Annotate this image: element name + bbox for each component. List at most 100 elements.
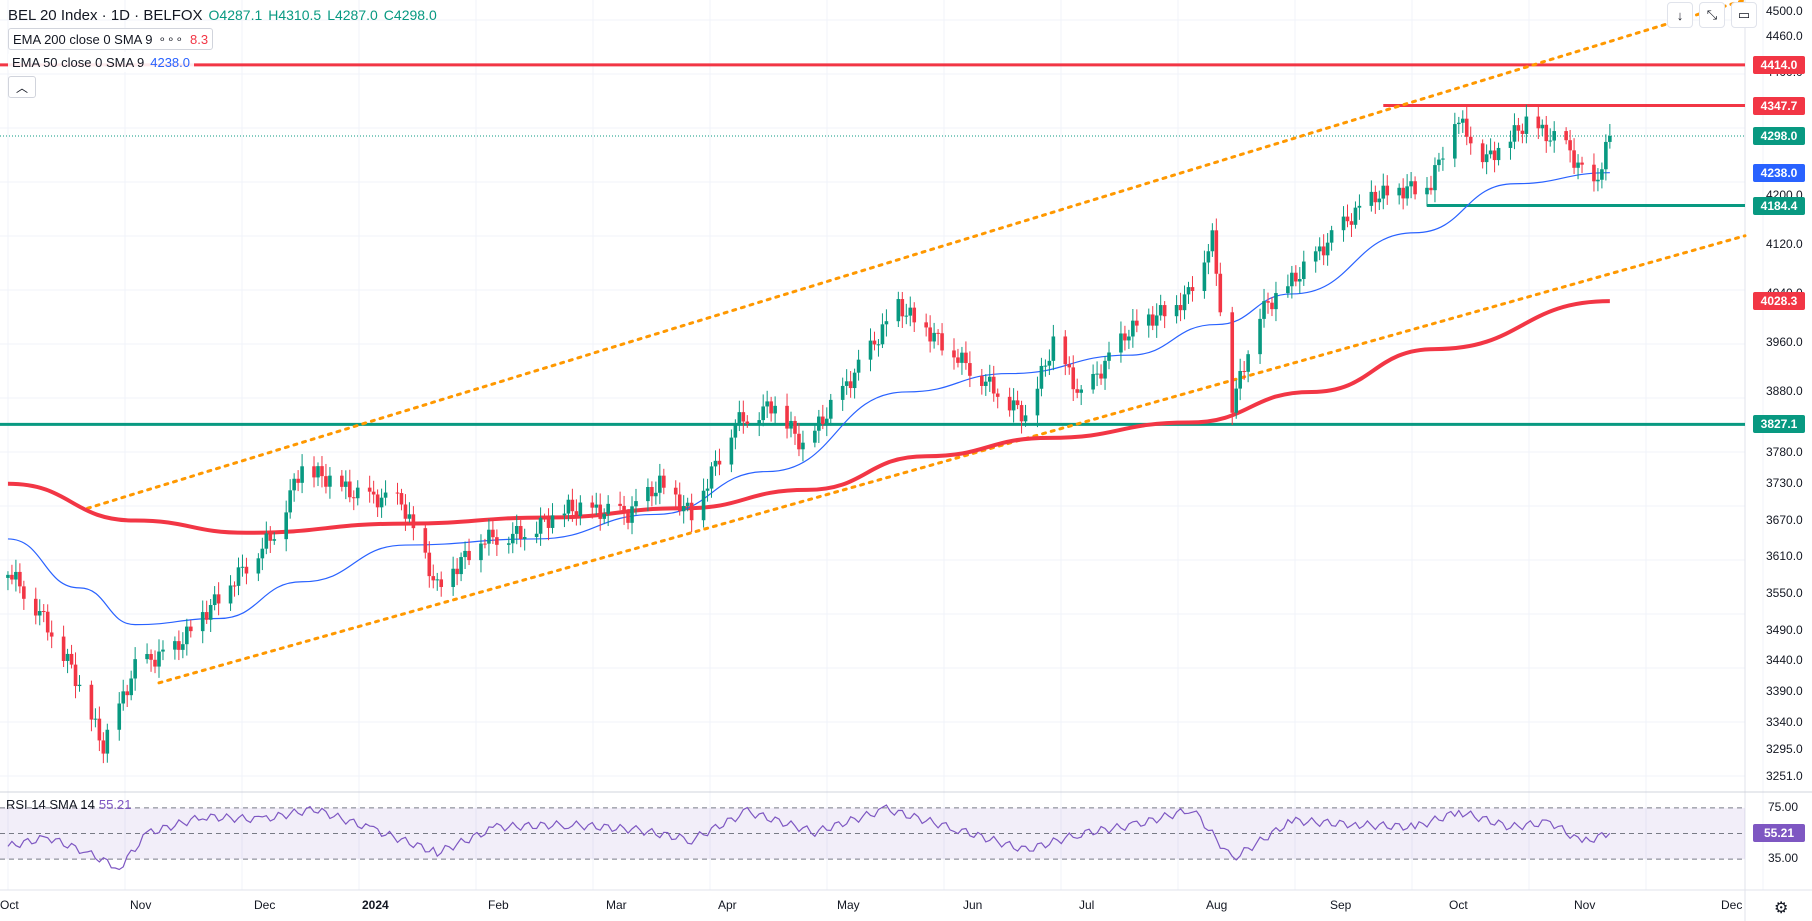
- candle-body: [1202, 262, 1207, 292]
- candle-body: [1007, 396, 1012, 411]
- candle-body: [1063, 336, 1068, 365]
- candle-body: [793, 420, 797, 434]
- chart-legend: BEL 20 Index · 1D · BELFOX O4287.1 H4310…: [8, 4, 437, 98]
- candle-body: [534, 533, 539, 538]
- candle-body: [77, 684, 82, 687]
- candle-body: [1019, 405, 1024, 422]
- candle-body: [1154, 315, 1159, 326]
- symbol-name[interactable]: BEL 20 Index · 1D · BELFOX: [8, 6, 203, 24]
- candle-body: [1258, 318, 1262, 355]
- candle-body: [435, 579, 440, 581]
- candle-body: [45, 611, 50, 633]
- rsi-axis-label: 35.00: [1768, 851, 1799, 866]
- candle-body: [14, 571, 18, 580]
- candle-body: [1075, 389, 1080, 393]
- candle-body: [709, 466, 714, 489]
- more-options-icon[interactable]: ∘∘∘: [158, 32, 185, 46]
- candle-body: [188, 626, 193, 632]
- candle-body: [244, 566, 249, 574]
- candle-body: [1262, 301, 1266, 319]
- ema200-line: [7, 299, 1610, 535]
- candle-body: [1218, 273, 1223, 313]
- price-axis-label: 3780.0: [1766, 445, 1803, 460]
- candle-body: [1349, 221, 1354, 225]
- candle-body: [518, 525, 523, 540]
- candle-body: [1178, 305, 1183, 311]
- price-axis-label: 3880.0: [1766, 383, 1803, 398]
- rsi-legend[interactable]: RSI 14 SMA 14 55.21: [6, 797, 131, 812]
- candle-body: [1091, 373, 1095, 390]
- candle-body: [1572, 150, 1576, 168]
- candle-body: [1576, 162, 1580, 168]
- candle-body: [1135, 320, 1139, 326]
- candle-body: [1023, 415, 1028, 422]
- ema50-legend[interactable]: EMA 50 close 0 SMA 9 4238.0: [8, 52, 194, 72]
- candle-body: [1127, 336, 1131, 341]
- candle-body: [1290, 272, 1294, 287]
- candle-body: [856, 359, 861, 373]
- candle-body: [562, 513, 567, 516]
- trend-channel-lower: [157, 234, 1747, 685]
- candle-body: [300, 466, 304, 483]
- candle-body: [1568, 140, 1572, 151]
- time-axis-label: 2024: [362, 898, 389, 912]
- candle-body: [936, 332, 940, 334]
- candle-body: [510, 533, 515, 544]
- time-axis-label: Apr: [718, 898, 737, 912]
- candle-body: [153, 659, 157, 667]
- candle-body: [355, 487, 360, 499]
- chevron-up-icon[interactable]: ︿: [8, 76, 36, 98]
- candle-body: [185, 626, 189, 645]
- candle-body: [1492, 150, 1497, 161]
- candle-body: [1095, 373, 1099, 375]
- candle-body: [125, 691, 129, 696]
- candle-body: [741, 412, 746, 422]
- candle-body: [479, 543, 483, 561]
- candle-body: [73, 664, 78, 687]
- ema200-value: 8.3: [190, 31, 209, 47]
- candle-body: [1123, 333, 1127, 341]
- candle-body: [1039, 365, 1044, 389]
- time-axis-label: May: [837, 898, 860, 912]
- candle-body: [1119, 333, 1123, 353]
- candle-body: [964, 352, 968, 364]
- candle-body: [880, 324, 885, 345]
- candle-body: [1015, 400, 1020, 406]
- fullscreen-icon[interactable]: ⤡: [1699, 2, 1725, 28]
- candle-body: [37, 611, 42, 616]
- time-axis-label: Feb: [488, 898, 509, 912]
- price-axis-label: 4120.0: [1766, 236, 1803, 251]
- candle-body: [594, 504, 599, 508]
- candle-body: [344, 481, 348, 487]
- candle-body: [574, 511, 579, 517]
- candle-body: [145, 654, 149, 660]
- candle-body: [1460, 118, 1465, 123]
- candle-body: [598, 504, 603, 519]
- candle-body: [177, 641, 181, 650]
- candle-body: [1103, 360, 1107, 379]
- candle-body: [634, 501, 638, 507]
- symbol-header: BEL 20 Index · 1D · BELFOX O4287.1 H4310…: [8, 4, 437, 26]
- candle-body: [602, 513, 606, 519]
- gear-icon[interactable]: ⚙: [1774, 900, 1789, 917]
- candle-body: [928, 327, 932, 342]
- snapshot-icon[interactable]: ▭: [1731, 2, 1757, 28]
- ema200-legend[interactable]: EMA 200 close 0 SMA 9 ∘∘∘ 8.3: [8, 28, 214, 50]
- candle-body: [1266, 301, 1270, 303]
- candle-body: [403, 504, 408, 519]
- candle-body: [1600, 169, 1604, 180]
- candle-body: [789, 420, 793, 429]
- price-tag: 4347.7: [1753, 96, 1805, 115]
- candle-body: [204, 612, 209, 620]
- candle-body: [1409, 181, 1413, 187]
- candle-body: [1270, 302, 1274, 310]
- candle-body: [991, 376, 996, 394]
- candle-body: [208, 605, 213, 620]
- candle-body: [379, 497, 384, 508]
- candle-body: [590, 502, 595, 508]
- arrow-down-icon[interactable]: ↓: [1667, 2, 1693, 28]
- candle-body: [733, 425, 738, 438]
- candle-body: [681, 506, 686, 512]
- time-axis-label: Jun: [963, 898, 983, 912]
